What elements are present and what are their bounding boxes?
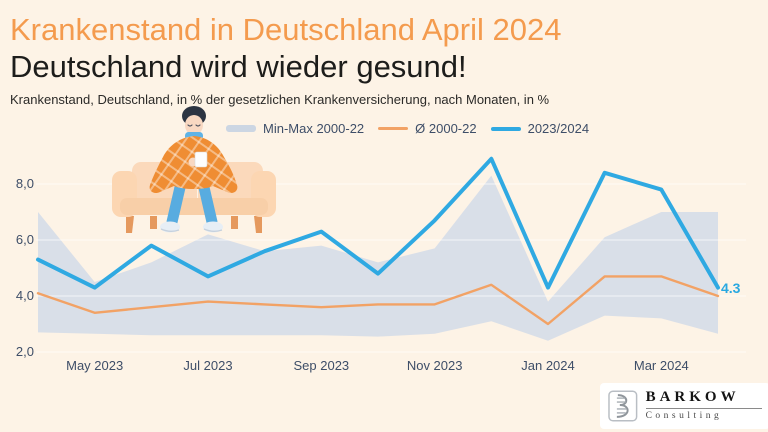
x-tick-label: Nov 2023	[406, 358, 463, 373]
average-2000-22-line	[36, 275, 720, 326]
x-tick-label: Jul 2023	[183, 358, 233, 373]
average-line-swatch	[378, 127, 409, 130]
legend-item-current: 2023/2024	[490, 121, 590, 136]
current-2023-2024-line	[36, 156, 720, 290]
legend-item-average: Ø 2000-22	[378, 121, 477, 136]
y-tick-label: 4,0	[15, 288, 34, 303]
legend-label-minmax: Min-Max 2000-22	[263, 121, 365, 136]
x-tick-label: Mar 2024	[633, 358, 689, 373]
x-tick-label: Jan 2024	[521, 358, 575, 373]
logo-brand-name: BARKOW	[645, 389, 740, 406]
y-tick-label: 8,0	[15, 176, 34, 191]
sick-person	[149, 106, 238, 233]
legend-label-current: 2023/2024	[527, 121, 590, 136]
barkow-logo: BARKOW Consulting	[600, 383, 768, 429]
legend-label-average: Ø 2000-22	[415, 121, 477, 136]
sick-person-illustration	[112, 106, 276, 233]
y-tick-label: 6,0	[15, 232, 34, 247]
chart-legend: Min-Max 2000-22 Ø 2000-22 2023/2024	[226, 121, 589, 136]
x-tick-label: Sep 2023	[293, 358, 350, 373]
minmax-band-swatch	[226, 125, 256, 132]
x-tick-label: May 2023	[66, 358, 124, 373]
page-subtitle: Deutschland wird wieder gesund!	[10, 49, 467, 84]
barkow-logo-icon	[608, 390, 638, 422]
current-value-label: 4.3	[721, 279, 741, 296]
legend-item-minmax: Min-Max 2000-22	[226, 121, 364, 136]
minmax-band-area	[38, 175, 718, 341]
logo-brand-sub: Consulting	[645, 411, 723, 422]
logo-divider	[645, 408, 762, 410]
page-title: Krankenstand in Deutschland April 2024	[10, 12, 562, 47]
current-line-swatch	[490, 126, 521, 131]
gridlines	[36, 183, 746, 353]
chart-description: Krankenstand, Deutschland, in % der gese…	[10, 92, 550, 107]
y-tick-label: 2,0	[15, 344, 34, 359]
